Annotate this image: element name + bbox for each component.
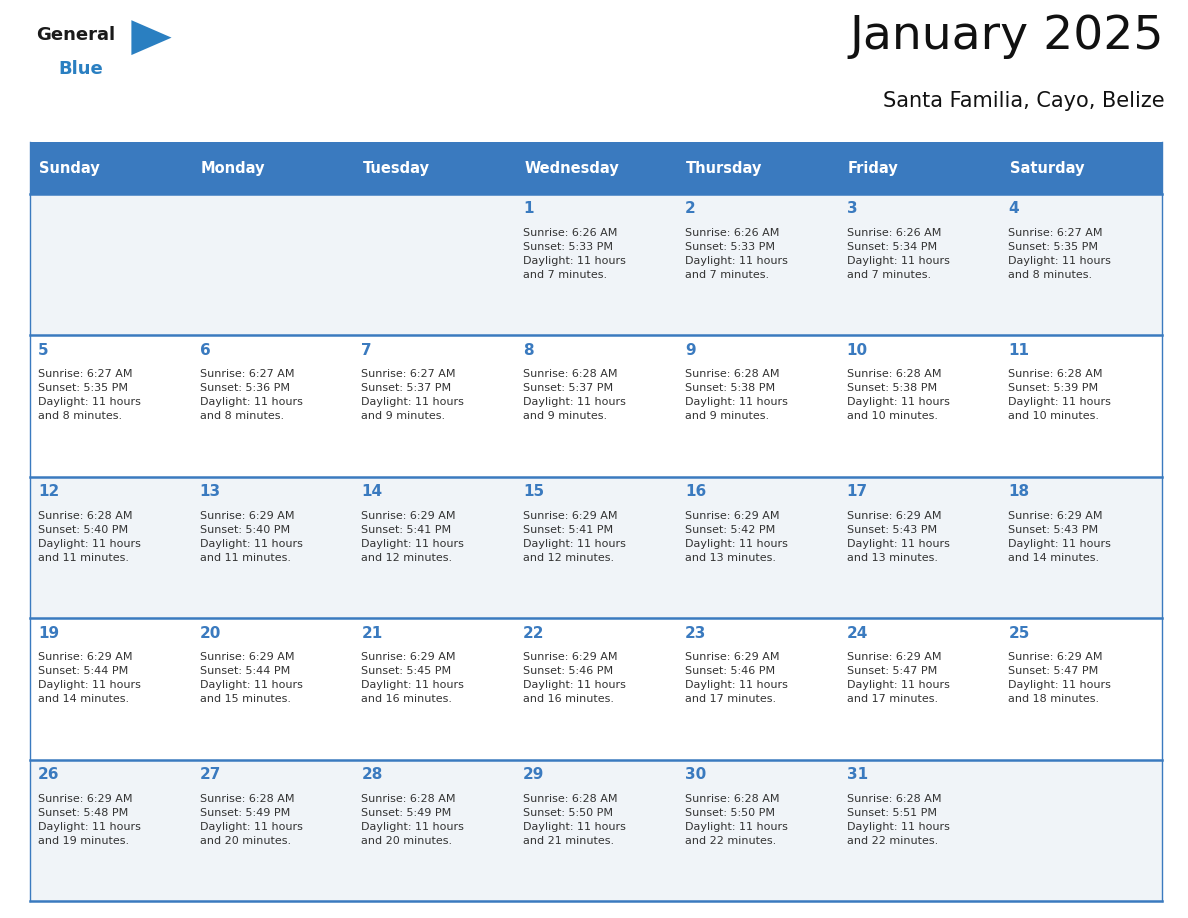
Text: 28: 28 (361, 767, 383, 782)
Text: Blue: Blue (58, 60, 103, 78)
Text: Sunrise: 6:29 AM
Sunset: 5:43 PM
Daylight: 11 hours
and 13 minutes.: Sunrise: 6:29 AM Sunset: 5:43 PM Dayligh… (847, 511, 949, 563)
Text: Tuesday: Tuesday (362, 161, 430, 175)
Text: Sunrise: 6:28 AM
Sunset: 5:38 PM
Daylight: 11 hours
and 10 minutes.: Sunrise: 6:28 AM Sunset: 5:38 PM Dayligh… (847, 369, 949, 421)
Text: Sunrise: 6:29 AM
Sunset: 5:47 PM
Daylight: 11 hours
and 18 minutes.: Sunrise: 6:29 AM Sunset: 5:47 PM Dayligh… (1009, 653, 1111, 704)
Text: 10: 10 (847, 342, 867, 357)
Text: Sunrise: 6:27 AM
Sunset: 5:35 PM
Daylight: 11 hours
and 8 minutes.: Sunrise: 6:27 AM Sunset: 5:35 PM Dayligh… (1009, 228, 1111, 280)
Text: Sunrise: 6:28 AM
Sunset: 5:50 PM
Daylight: 11 hours
and 22 minutes.: Sunrise: 6:28 AM Sunset: 5:50 PM Dayligh… (685, 794, 788, 845)
Text: 12: 12 (38, 484, 59, 499)
Text: 8: 8 (523, 342, 533, 357)
Text: Sunrise: 6:29 AM
Sunset: 5:46 PM
Daylight: 11 hours
and 16 minutes.: Sunrise: 6:29 AM Sunset: 5:46 PM Dayligh… (523, 653, 626, 704)
Text: Sunrise: 6:28 AM
Sunset: 5:49 PM
Daylight: 11 hours
and 20 minutes.: Sunrise: 6:28 AM Sunset: 5:49 PM Dayligh… (200, 794, 303, 845)
Text: Sunrise: 6:28 AM
Sunset: 5:51 PM
Daylight: 11 hours
and 22 minutes.: Sunrise: 6:28 AM Sunset: 5:51 PM Dayligh… (847, 794, 949, 845)
Text: Sunrise: 6:27 AM
Sunset: 5:37 PM
Daylight: 11 hours
and 9 minutes.: Sunrise: 6:27 AM Sunset: 5:37 PM Dayligh… (361, 369, 465, 421)
Text: 31: 31 (847, 767, 867, 782)
Text: Sunrise: 6:29 AM
Sunset: 5:46 PM
Daylight: 11 hours
and 17 minutes.: Sunrise: 6:29 AM Sunset: 5:46 PM Dayligh… (685, 653, 788, 704)
Text: 19: 19 (38, 625, 59, 641)
Text: 26: 26 (38, 767, 59, 782)
Text: Saturday: Saturday (1010, 161, 1085, 175)
Text: 24: 24 (847, 625, 868, 641)
Text: Sunrise: 6:29 AM
Sunset: 5:45 PM
Daylight: 11 hours
and 16 minutes.: Sunrise: 6:29 AM Sunset: 5:45 PM Dayligh… (361, 653, 465, 704)
Text: Sunrise: 6:27 AM
Sunset: 5:36 PM
Daylight: 11 hours
and 8 minutes.: Sunrise: 6:27 AM Sunset: 5:36 PM Dayligh… (200, 369, 303, 421)
Text: Sunrise: 6:27 AM
Sunset: 5:35 PM
Daylight: 11 hours
and 8 minutes.: Sunrise: 6:27 AM Sunset: 5:35 PM Dayligh… (38, 369, 141, 421)
Text: Friday: Friday (848, 161, 898, 175)
Text: Sunrise: 6:29 AM
Sunset: 5:41 PM
Daylight: 11 hours
and 12 minutes.: Sunrise: 6:29 AM Sunset: 5:41 PM Dayligh… (361, 511, 465, 563)
Text: Sunrise: 6:26 AM
Sunset: 5:33 PM
Daylight: 11 hours
and 7 minutes.: Sunrise: 6:26 AM Sunset: 5:33 PM Dayligh… (685, 228, 788, 280)
Text: Sunrise: 6:28 AM
Sunset: 5:38 PM
Daylight: 11 hours
and 9 minutes.: Sunrise: 6:28 AM Sunset: 5:38 PM Dayligh… (685, 369, 788, 421)
Text: Sunrise: 6:29 AM
Sunset: 5:44 PM
Daylight: 11 hours
and 15 minutes.: Sunrise: 6:29 AM Sunset: 5:44 PM Dayligh… (200, 653, 303, 704)
Text: 14: 14 (361, 484, 383, 499)
Text: 9: 9 (685, 342, 696, 357)
Text: 23: 23 (685, 625, 707, 641)
Text: Sunrise: 6:28 AM
Sunset: 5:40 PM
Daylight: 11 hours
and 11 minutes.: Sunrise: 6:28 AM Sunset: 5:40 PM Dayligh… (38, 511, 141, 563)
Text: 15: 15 (523, 484, 544, 499)
Text: 6: 6 (200, 342, 210, 357)
Text: 29: 29 (523, 767, 544, 782)
Text: 11: 11 (1009, 342, 1030, 357)
Text: Sunrise: 6:28 AM
Sunset: 5:39 PM
Daylight: 11 hours
and 10 minutes.: Sunrise: 6:28 AM Sunset: 5:39 PM Dayligh… (1009, 369, 1111, 421)
Text: Sunrise: 6:29 AM
Sunset: 5:43 PM
Daylight: 11 hours
and 14 minutes.: Sunrise: 6:29 AM Sunset: 5:43 PM Dayligh… (1009, 511, 1111, 563)
Polygon shape (132, 20, 171, 55)
Text: 3: 3 (847, 201, 858, 216)
Text: General: General (36, 26, 115, 44)
Text: 16: 16 (685, 484, 706, 499)
Text: 2: 2 (685, 201, 696, 216)
Text: 7: 7 (361, 342, 372, 357)
Text: Sunrise: 6:28 AM
Sunset: 5:37 PM
Daylight: 11 hours
and 9 minutes.: Sunrise: 6:28 AM Sunset: 5:37 PM Dayligh… (523, 369, 626, 421)
Text: Sunrise: 6:26 AM
Sunset: 5:34 PM
Daylight: 11 hours
and 7 minutes.: Sunrise: 6:26 AM Sunset: 5:34 PM Dayligh… (847, 228, 949, 280)
Text: Santa Familia, Cayo, Belize: Santa Familia, Cayo, Belize (883, 91, 1164, 111)
Text: 1: 1 (523, 201, 533, 216)
Text: 22: 22 (523, 625, 545, 641)
Text: 30: 30 (685, 767, 706, 782)
Text: Wednesday: Wednesday (524, 161, 619, 175)
Text: 13: 13 (200, 484, 221, 499)
Text: Sunrise: 6:28 AM
Sunset: 5:49 PM
Daylight: 11 hours
and 20 minutes.: Sunrise: 6:28 AM Sunset: 5:49 PM Dayligh… (361, 794, 465, 845)
Text: Sunrise: 6:29 AM
Sunset: 5:40 PM
Daylight: 11 hours
and 11 minutes.: Sunrise: 6:29 AM Sunset: 5:40 PM Dayligh… (200, 511, 303, 563)
Text: 21: 21 (361, 625, 383, 641)
Text: Sunrise: 6:28 AM
Sunset: 5:50 PM
Daylight: 11 hours
and 21 minutes.: Sunrise: 6:28 AM Sunset: 5:50 PM Dayligh… (523, 794, 626, 845)
Text: Sunrise: 6:29 AM
Sunset: 5:44 PM
Daylight: 11 hours
and 14 minutes.: Sunrise: 6:29 AM Sunset: 5:44 PM Dayligh… (38, 653, 141, 704)
Text: 25: 25 (1009, 625, 1030, 641)
Text: Sunday: Sunday (39, 161, 100, 175)
Text: 17: 17 (847, 484, 867, 499)
Text: Sunrise: 6:29 AM
Sunset: 5:48 PM
Daylight: 11 hours
and 19 minutes.: Sunrise: 6:29 AM Sunset: 5:48 PM Dayligh… (38, 794, 141, 845)
Text: Thursday: Thursday (687, 161, 763, 175)
Text: 20: 20 (200, 625, 221, 641)
Text: 4: 4 (1009, 201, 1019, 216)
Text: 27: 27 (200, 767, 221, 782)
Text: Monday: Monday (201, 161, 265, 175)
Text: 5: 5 (38, 342, 49, 357)
Text: Sunrise: 6:26 AM
Sunset: 5:33 PM
Daylight: 11 hours
and 7 minutes.: Sunrise: 6:26 AM Sunset: 5:33 PM Dayligh… (523, 228, 626, 280)
Text: Sunrise: 6:29 AM
Sunset: 5:41 PM
Daylight: 11 hours
and 12 minutes.: Sunrise: 6:29 AM Sunset: 5:41 PM Dayligh… (523, 511, 626, 563)
Text: January 2025: January 2025 (849, 14, 1164, 59)
Text: 18: 18 (1009, 484, 1030, 499)
Text: Sunrise: 6:29 AM
Sunset: 5:42 PM
Daylight: 11 hours
and 13 minutes.: Sunrise: 6:29 AM Sunset: 5:42 PM Dayligh… (685, 511, 788, 563)
Text: Sunrise: 6:29 AM
Sunset: 5:47 PM
Daylight: 11 hours
and 17 minutes.: Sunrise: 6:29 AM Sunset: 5:47 PM Dayligh… (847, 653, 949, 704)
